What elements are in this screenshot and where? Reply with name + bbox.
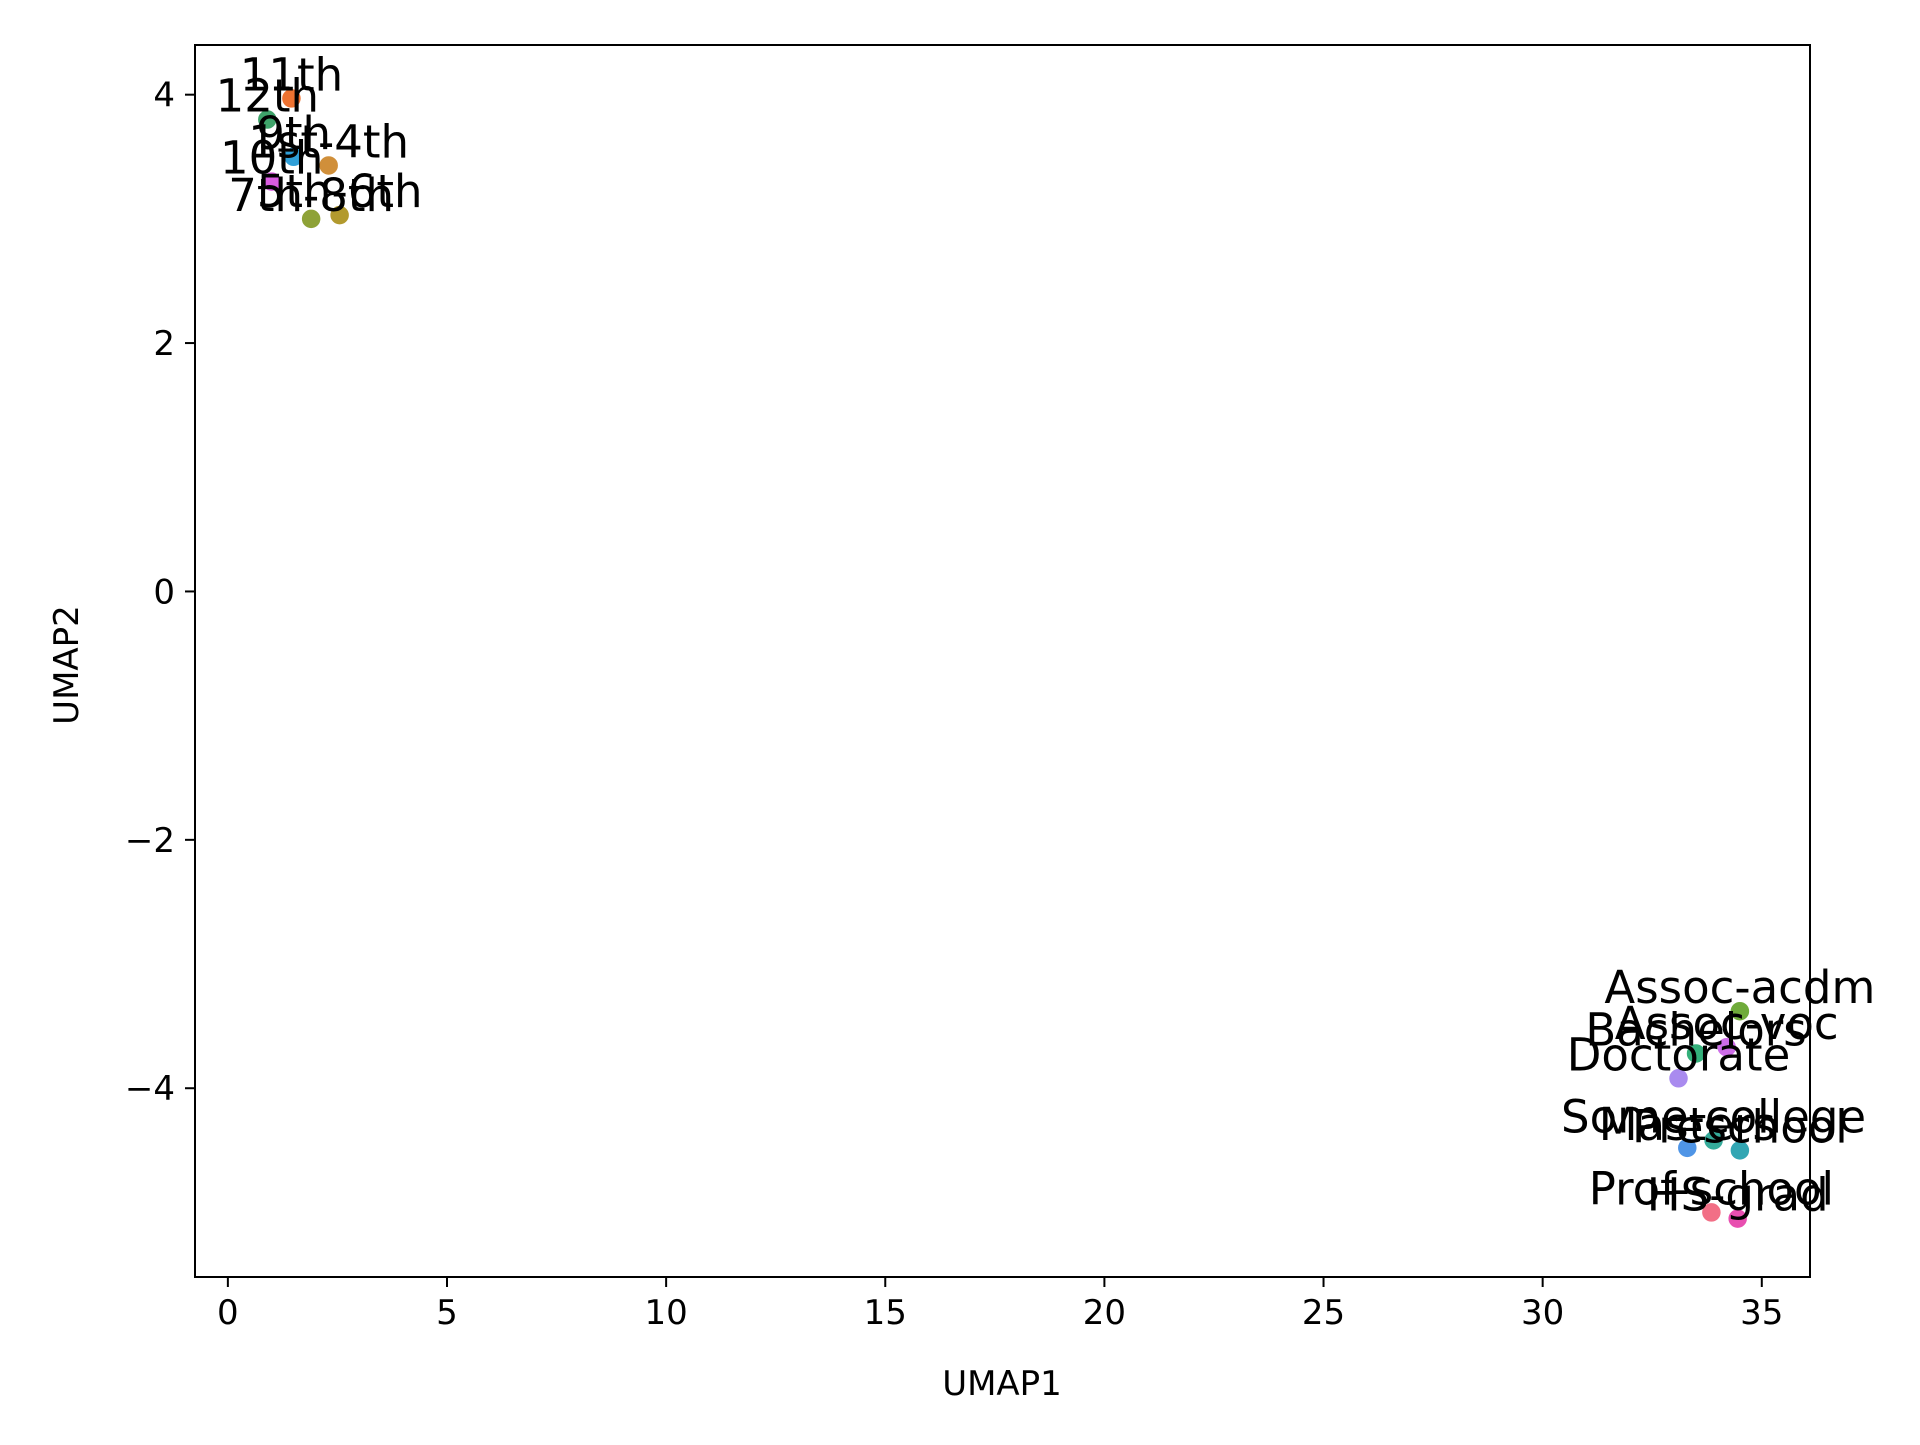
data-point	[282, 146, 305, 168]
y-tick-label: −2	[125, 821, 175, 861]
plot-frame	[194, 44, 1811, 1278]
data-point	[1729, 1000, 1751, 1022]
point-label: HS-grad	[1647, 1169, 1829, 1222]
data-point	[1667, 1067, 1690, 1090]
y-axis-label: UMAP2	[47, 605, 87, 725]
point-label: 1st-4th	[248, 115, 409, 168]
data-points	[256, 87, 1751, 1230]
data-point	[1676, 1137, 1699, 1159]
data-point	[260, 170, 283, 193]
point-label: Doctorate	[1567, 1028, 1791, 1081]
point-label: Assoc-voc	[1615, 997, 1839, 1050]
data-point	[1685, 1042, 1707, 1065]
data-point	[1726, 1207, 1749, 1230]
data-point	[1729, 1139, 1751, 1162]
point-label: Preschool	[1632, 1100, 1848, 1153]
x-tick-label: 5	[436, 1293, 458, 1333]
x-tick-label: 0	[217, 1293, 239, 1333]
point-label: Bachelors	[1585, 1003, 1806, 1056]
x-tick-label: 35	[1740, 1293, 1783, 1333]
point-label: 11th	[240, 48, 343, 101]
data-point	[1715, 1036, 1738, 1058]
y-tick-label: 2	[153, 324, 175, 364]
point-label: Masters	[1599, 1098, 1776, 1151]
point-label: Prof-school	[1589, 1162, 1834, 1215]
point-label: 7th-8th	[228, 169, 394, 222]
point-label: 12th	[216, 70, 319, 123]
data-point	[256, 108, 279, 131]
data-point	[1702, 1129, 1725, 1152]
data-point	[328, 204, 351, 226]
x-axis-label: UMAP1	[942, 1364, 1062, 1404]
x-tick-label: 10	[645, 1293, 688, 1333]
x-tick-label: 25	[1302, 1293, 1345, 1333]
y-tick-label: −4	[125, 1069, 175, 1109]
point-label: 5th-6th	[257, 165, 423, 218]
point-label: 10th	[220, 132, 323, 185]
point-label: 9th	[256, 107, 331, 160]
plot-background	[195, 45, 1810, 1277]
point-label: Some-college	[1561, 1090, 1866, 1143]
data-point	[317, 154, 340, 177]
x-tick-label: 20	[1083, 1293, 1126, 1333]
y-tick-label: 4	[153, 76, 175, 116]
point-label: Assoc-acdm	[1604, 961, 1875, 1014]
data-point	[280, 87, 303, 110]
x-tick-label: 30	[1521, 1293, 1564, 1333]
data-point	[1700, 1201, 1723, 1224]
x-tick-label: 15	[864, 1293, 907, 1333]
y-tick-label: 0	[153, 572, 175, 612]
data-point	[300, 208, 322, 230]
